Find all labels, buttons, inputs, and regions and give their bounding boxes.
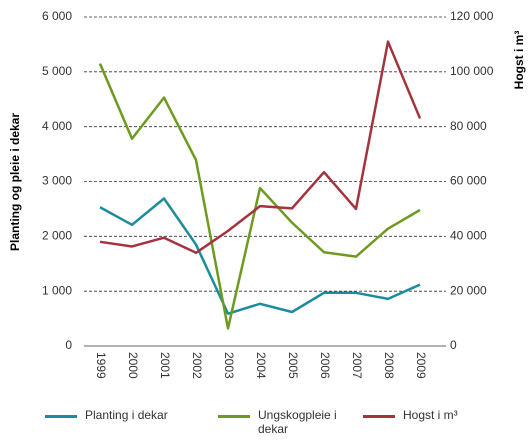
x-tick-label: 2005: [286, 352, 300, 379]
x-tick-label: 2007: [350, 352, 364, 379]
x-tick-label: 2002: [190, 352, 204, 379]
x-tick-label: 2008: [382, 352, 396, 379]
x-tick-label: 2009: [414, 352, 428, 379]
y2-tick-label: 60 000: [450, 174, 487, 188]
series-line: [99, 197, 421, 315]
series-line: [99, 40, 422, 255]
legend-swatch: [45, 415, 77, 418]
y-axis-title: Planting og pleie i dekar: [8, 113, 22, 251]
y2-tick-label: 120 000: [450, 9, 494, 23]
y2-axis-title: Hogst i m³: [512, 31, 526, 90]
legend-item: Planting i dekar: [45, 408, 175, 422]
x-tick-label: 2004: [254, 352, 268, 379]
y2-tick-label: 80 000: [450, 119, 487, 133]
legend-item: Hogst i m³: [363, 408, 493, 422]
legend-label: Hogst i m³: [403, 408, 458, 422]
y-tick-label: 2 000: [42, 229, 72, 243]
y-tick-label: 1 000: [42, 283, 72, 297]
legend-item: Ungskogpleie i dekar: [218, 408, 348, 436]
legend-swatch: [218, 415, 250, 418]
y2-tick-label: 0: [450, 338, 457, 352]
legend-swatch: [363, 415, 395, 418]
x-tick-label: 2006: [318, 352, 332, 379]
y-tick-label: 6 000: [42, 9, 72, 23]
y-tick-label: 3 000: [42, 174, 72, 188]
x-tick-label: 2000: [126, 352, 140, 379]
x-tick-label: 2003: [222, 352, 236, 379]
x-tick-label: 2001: [158, 352, 172, 379]
legend-label: Ungskogpleie i dekar: [258, 408, 337, 436]
y-tick-label: 4 000: [42, 119, 72, 133]
y-tick-label: 0: [65, 338, 72, 352]
x-tick-label: 1999: [94, 352, 108, 379]
y-tick-label: 5 000: [42, 64, 72, 78]
y2-tick-label: 20 000: [450, 283, 487, 297]
legend-label: Planting i dekar: [85, 408, 168, 422]
chart: Planting og pleie i dekar Hogst i m³ 0 1 …: [8, 9, 526, 379]
y2-tick-label: 40 000: [450, 229, 487, 243]
y2-tick-label: 100 000: [450, 64, 494, 78]
series-line: [98, 63, 421, 330]
